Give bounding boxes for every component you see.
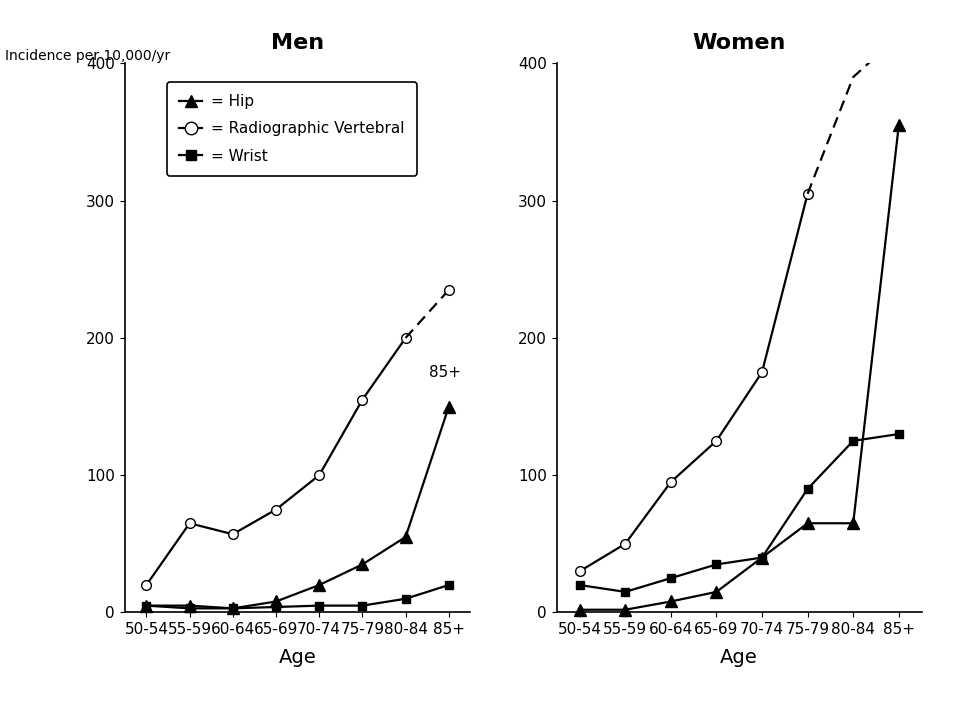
Title: Men: Men [271,34,324,54]
X-axis label: Age: Age [720,648,758,667]
X-axis label: Age: Age [278,648,317,667]
Text: 85+: 85+ [429,365,462,379]
Title: Women: Women [692,34,786,54]
Legend: = Hip, = Radiographic Vertebral, = Wrist: = Hip, = Radiographic Vertebral, = Wrist [167,82,417,176]
Text: Incidence per 10,000/yr: Incidence per 10,000/yr [5,49,170,63]
